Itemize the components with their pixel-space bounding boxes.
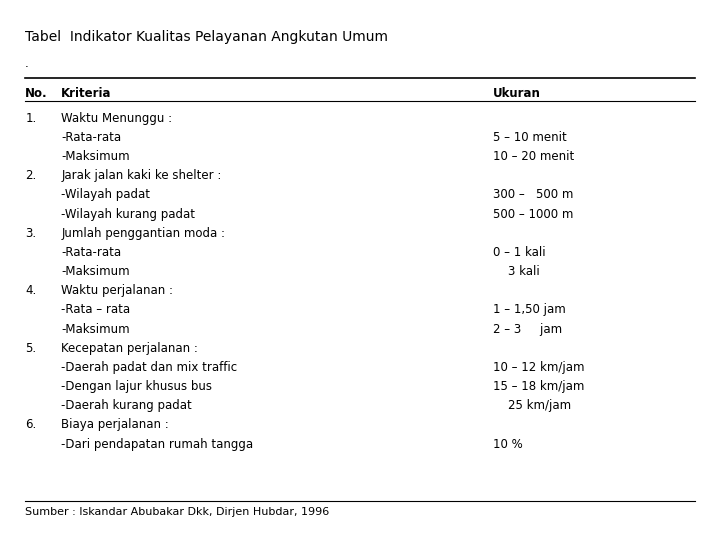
Text: 500 – 1000 m: 500 – 1000 m [493,207,574,221]
Text: No.: No. [25,87,48,100]
Text: Jarak jalan kaki ke shelter :: Jarak jalan kaki ke shelter : [61,169,222,183]
Text: Tabel  Indikator Kualitas Pelayanan Angkutan Umum: Tabel Indikator Kualitas Pelayanan Angku… [25,30,388,44]
Text: -Wilayah kurang padat: -Wilayah kurang padat [61,207,195,221]
Text: 25 km/jam: 25 km/jam [493,399,572,413]
Text: 3 kali: 3 kali [493,265,540,278]
Text: -Maksimum: -Maksimum [61,150,130,163]
Text: 300 –   500 m: 300 – 500 m [493,188,574,201]
Text: -Dengan lajur khusus bus: -Dengan lajur khusus bus [61,380,212,393]
Text: -Rata-rata: -Rata-rata [61,246,122,259]
Text: Sumber : Iskandar Abubakar Dkk, Dirjen Hubdar, 1996: Sumber : Iskandar Abubakar Dkk, Dirjen H… [25,507,330,517]
Text: Kecepatan perjalanan :: Kecepatan perjalanan : [61,342,198,355]
Text: 10 – 12 km/jam: 10 – 12 km/jam [493,361,585,374]
Text: Jumlah penggantian moda :: Jumlah penggantian moda : [61,227,225,240]
Text: 1 – 1,50 jam: 1 – 1,50 jam [493,303,566,316]
Text: 15 – 18 km/jam: 15 – 18 km/jam [493,380,585,393]
Text: -Rata – rata: -Rata – rata [61,303,130,316]
Text: -Rata-rata: -Rata-rata [61,131,122,144]
Text: 10 – 20 menit: 10 – 20 menit [493,150,575,163]
Text: -Dari pendapatan rumah tangga: -Dari pendapatan rumah tangga [61,437,253,451]
Text: 5 – 10 menit: 5 – 10 menit [493,131,567,144]
Text: Waktu Menunggu :: Waktu Menunggu : [61,112,172,125]
Text: 4.: 4. [25,284,37,298]
Text: -Maksimum: -Maksimum [61,322,130,336]
Text: Ukuran: Ukuran [493,87,541,100]
Text: Waktu perjalanan :: Waktu perjalanan : [61,284,174,298]
Text: 10 %: 10 % [493,437,523,451]
Text: 5.: 5. [25,342,36,355]
Text: 6.: 6. [25,418,37,431]
Text: 3.: 3. [25,227,36,240]
Text: 2.: 2. [25,169,37,183]
Text: -Daerah kurang padat: -Daerah kurang padat [61,399,192,413]
Text: Biaya perjalanan :: Biaya perjalanan : [61,418,169,431]
Text: -Wilayah padat: -Wilayah padat [61,188,150,201]
Text: Kriteria: Kriteria [61,87,112,100]
Text: 2 – 3     jam: 2 – 3 jam [493,322,562,336]
Text: 1.: 1. [25,112,37,125]
Text: -Daerah padat dan mix traffic: -Daerah padat dan mix traffic [61,361,238,374]
Text: -Maksimum: -Maksimum [61,265,130,278]
Text: 0 – 1 kali: 0 – 1 kali [493,246,546,259]
Text: .: . [25,57,29,70]
